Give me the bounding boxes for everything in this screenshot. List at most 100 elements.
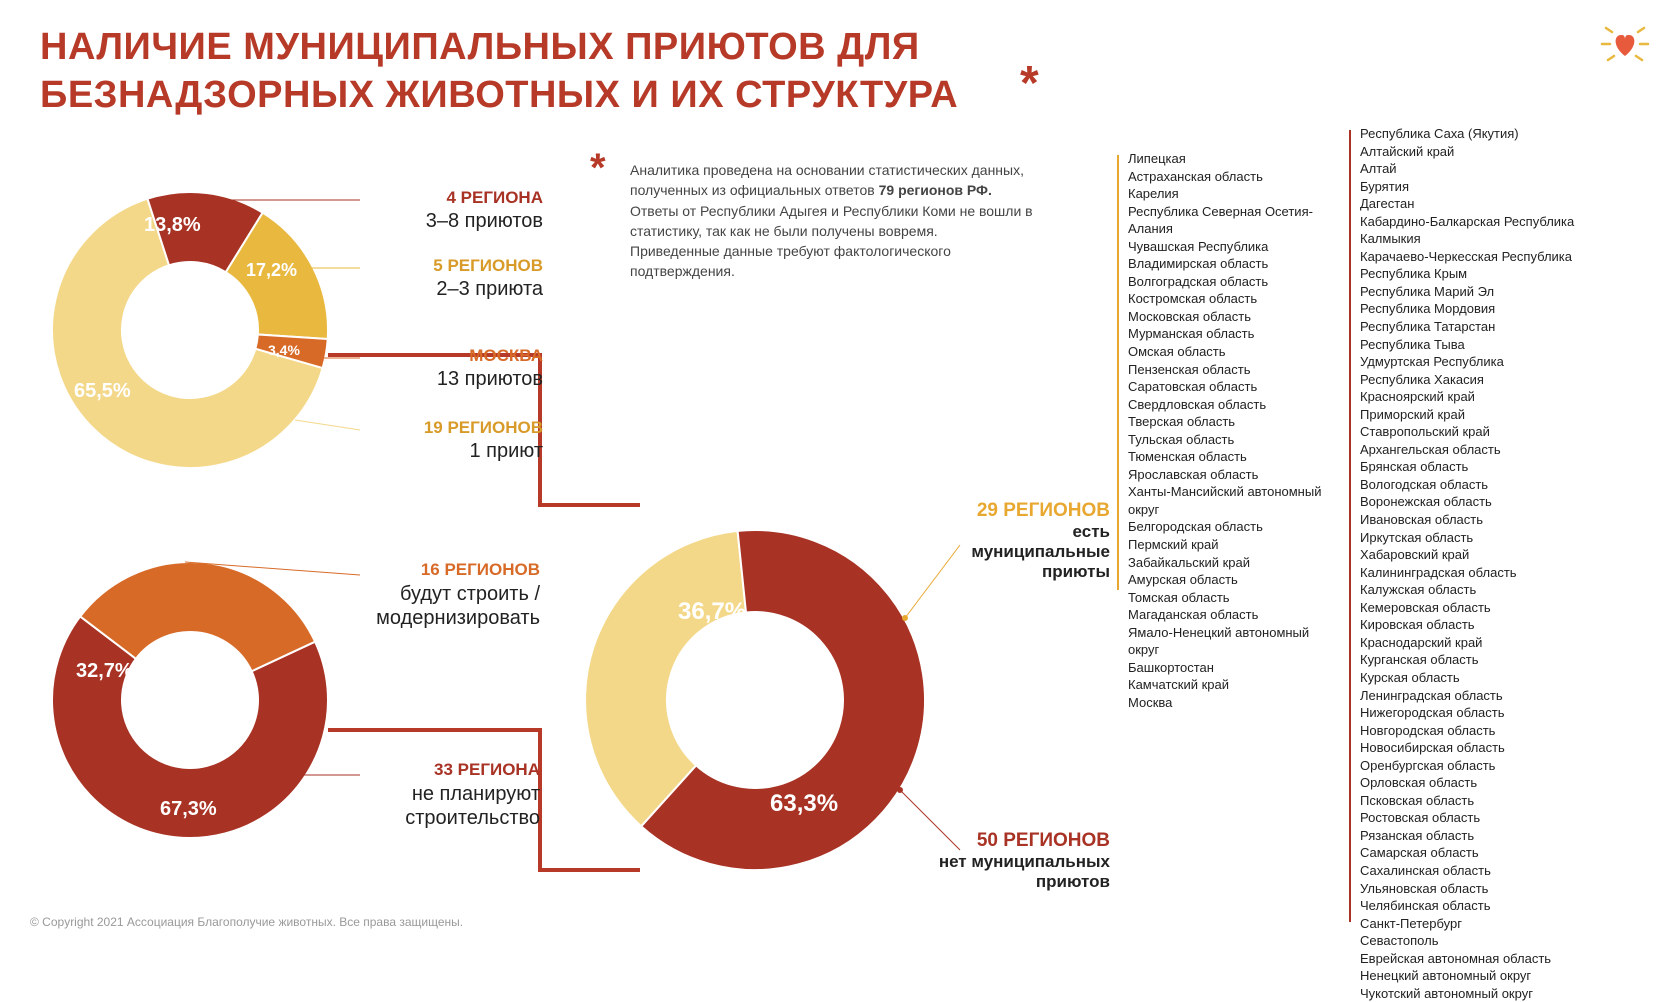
region-item: Рязанская область (1360, 827, 1590, 845)
legend-sub: 3–8 приютов (363, 210, 543, 233)
region-item: Самарская область (1360, 844, 1590, 862)
region-item: Пермский край (1128, 536, 1338, 554)
page-title-line1: НАЛИЧИЕ МУНИЦИПАЛЬНЫХ ПРИЮТОВ ДЛЯ (40, 26, 920, 69)
region-item: Краснодарский край (1360, 634, 1590, 652)
region-item: Ямало-Ненецкий автономный округ (1128, 624, 1338, 659)
region-item: Омская область (1128, 343, 1338, 361)
chart3-pct-36: 36,7% (678, 598, 746, 626)
region-item: Республика Татарстан (1360, 318, 1590, 336)
copyright: © Copyright 2021 Ассоциация Благополучие… (30, 915, 463, 929)
legend-sub: 2–3 приюта (363, 278, 543, 301)
chart1-legend-2: МОСКВА 13 приютов (363, 346, 543, 391)
region-item: Удмуртская Республика (1360, 353, 1590, 371)
region-item: Ивановская область (1360, 511, 1590, 529)
region-item: Дагестан (1360, 195, 1590, 213)
region-item: Ярославская область (1128, 466, 1338, 484)
chart2-pct-67: 67,3% (160, 798, 217, 821)
region-item: Вологодская область (1360, 476, 1590, 494)
region-item: Республика Северная Осетия-Алания (1128, 203, 1338, 238)
region-item: Ханты-Мансийский автономный округ (1128, 483, 1338, 518)
callout-sub: нет муниципальных приютов (930, 852, 1110, 892)
region-item: Курская область (1360, 669, 1590, 687)
note-bold: 79 регионов РФ. (879, 182, 992, 198)
region-item: Воронежская область (1360, 493, 1590, 511)
region-item: Республика Тыва (1360, 336, 1590, 354)
region-item: Свердловская область (1128, 396, 1338, 414)
callout-head: 50 РЕГИОНОВ (930, 830, 1110, 852)
region-item: Чукотский автономный округ (1360, 985, 1590, 1002)
region-item: Амурская область (1128, 571, 1338, 589)
region-item: Башкортостан (1128, 659, 1338, 677)
region-item: Пензенская область (1128, 361, 1338, 379)
analytics-note: Аналитика проведена на основании статист… (630, 160, 1050, 282)
region-item: Республика Марий Эл (1360, 283, 1590, 301)
chart3-pct-63: 63,3% (770, 790, 838, 818)
region-item: Оренбургская область (1360, 757, 1590, 775)
chart1-pct-13: 13,8% (144, 214, 201, 237)
legend-head: 5 РЕГИОНОВ (363, 256, 543, 276)
legend-sub: будут строить / модернизировать (330, 582, 540, 630)
region-item: Ленинградская область (1360, 687, 1590, 705)
callout-head: 29 РЕГИОНОВ (960, 500, 1110, 522)
region-item: Карелия (1128, 185, 1338, 203)
region-item: Севастополь (1360, 932, 1590, 950)
region-item: Саратовская область (1128, 378, 1338, 396)
region-item: Новгородская область (1360, 722, 1590, 740)
region-item: Республика Хакасия (1360, 371, 1590, 389)
note-line3: Приведенные данные требуют фактологическ… (630, 243, 951, 279)
region-item: Астраханская область (1128, 168, 1338, 186)
region-item: Кабардино-Балкарская Республика (1360, 213, 1590, 231)
region-item: Калужская область (1360, 581, 1590, 599)
chart1-pct-17: 17,2% (246, 260, 297, 281)
region-item: Чувашская Республика (1128, 238, 1338, 256)
region-item: Липецкая (1128, 150, 1338, 168)
region-item: Ульяновская область (1360, 880, 1590, 898)
region-item: Тульская область (1128, 431, 1338, 449)
region-item: Кировская область (1360, 616, 1590, 634)
region-item: Костромская область (1128, 290, 1338, 308)
region-item: Нижегородская область (1360, 704, 1590, 722)
region-list-col2: Республика Саха (Якутия)Алтайский крайАл… (1360, 125, 1590, 1002)
region-item: Тверская область (1128, 413, 1338, 431)
region-item: Архангельская область (1360, 441, 1590, 459)
region-item: Магаданская область (1128, 606, 1338, 624)
region-item: Калининградская область (1360, 564, 1590, 582)
legend-head: 4 РЕГИОНА (363, 188, 543, 208)
region-item: Томская область (1128, 589, 1338, 607)
region-item: Забайкальский край (1128, 554, 1338, 572)
region-item: Хабаровский край (1360, 546, 1590, 564)
chart1-pct-65: 65,5% (74, 380, 131, 403)
chart2-legend-0: 16 РЕГИОНОВ будут строить / модернизиров… (330, 560, 540, 630)
chart3-callout-1: 50 РЕГИОНОВ нет муниципальных приютов (930, 830, 1110, 892)
note-line2: Ответы от Республики Адыгея и Республики… (630, 203, 1033, 239)
region-item: Еврейская автономная область (1360, 950, 1590, 968)
legend-sub: 1 приют (363, 440, 543, 463)
region-item: Новосибирская область (1360, 739, 1590, 757)
region-item: Сахалинская область (1360, 862, 1590, 880)
region-item: Московская область (1128, 308, 1338, 326)
region-item: Калмыкия (1360, 230, 1590, 248)
chart1-legend-3: 19 РЕГИОНОВ 1 приют (363, 418, 543, 463)
region-item: Курганская область (1360, 651, 1590, 669)
legend-head: МОСКВА (363, 346, 543, 366)
legend-sub: 13 приютов (363, 368, 543, 391)
note-asterisk: * (590, 148, 606, 188)
region-item: Ставропольский край (1360, 423, 1590, 441)
region-item: Республика Крым (1360, 265, 1590, 283)
chart1-legend-0: 4 РЕГИОНА 3–8 приютов (363, 188, 543, 233)
region-item: Брянская область (1360, 458, 1590, 476)
region-item: Ростовская область (1360, 809, 1590, 827)
chart1-legend-1: 5 РЕГИОНОВ 2–3 приюта (363, 256, 543, 301)
heart-icon (1600, 18, 1650, 73)
chart2-pct-32: 32,7% (76, 660, 133, 683)
region-item: Республика Мордовия (1360, 300, 1590, 318)
callout-sub: есть муниципальные приюты (960, 522, 1110, 582)
region-item: Приморский край (1360, 406, 1590, 424)
region-item: Белгородская область (1128, 518, 1338, 536)
region-item: Волгоградская область (1128, 273, 1338, 291)
legend-head: 19 РЕГИОНОВ (363, 418, 543, 438)
title-asterisk: * (1020, 60, 1039, 108)
region-item: Тюменская область (1128, 448, 1338, 466)
region-item: Владимирская область (1128, 255, 1338, 273)
region-item: Камчатский край (1128, 676, 1338, 694)
